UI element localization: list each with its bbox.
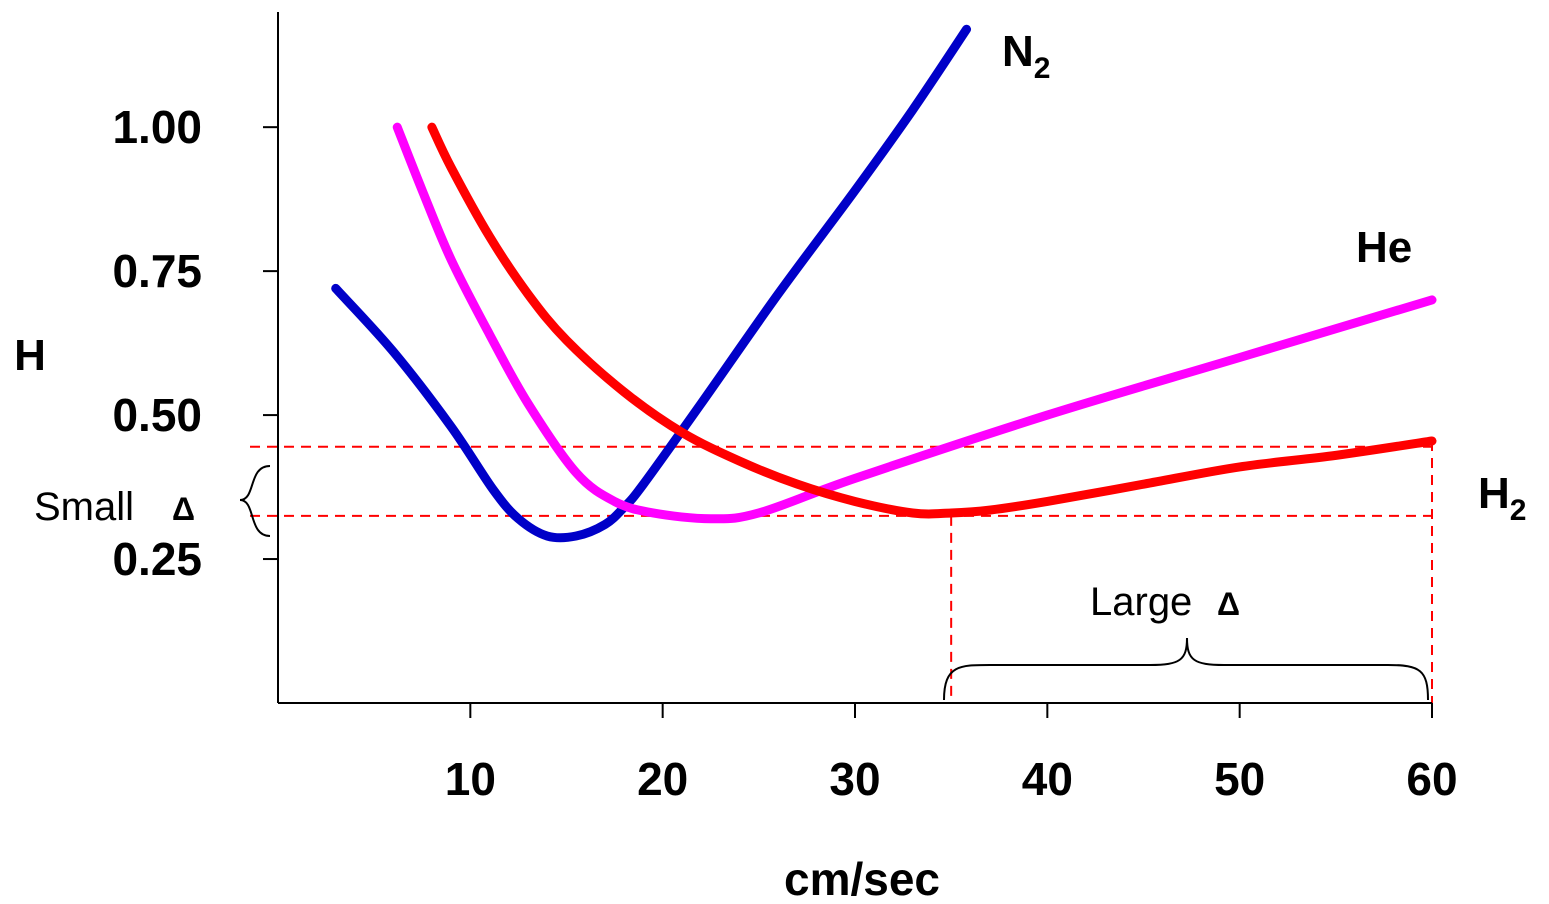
y-tick-label-1: 0.50: [112, 389, 202, 441]
x-tick-label-30: 30: [829, 753, 880, 805]
large-delta-brace: [943, 637, 1429, 701]
series-line-he: [392, 122, 1437, 524]
y-tick-label-2: 0.75: [112, 245, 202, 297]
series-line-h2: [427, 122, 1437, 519]
small-delta-label: Small: [34, 485, 134, 529]
series-label-he: He: [1356, 223, 1412, 272]
large-delta-symbol: Δ: [1217, 586, 1240, 622]
x-tick-label-20: 20: [637, 753, 688, 805]
small-delta-symbol: Δ: [172, 491, 195, 527]
y-tick-label-0: 0.25: [112, 533, 202, 585]
x-axis-label: cm/sec: [784, 853, 940, 904]
small-delta-brace: [239, 465, 271, 537]
x-tick-label-50: 50: [1214, 753, 1265, 805]
y-axis-label: H: [14, 331, 46, 380]
series-lines: [331, 24, 1437, 543]
series-line-n2: [331, 24, 972, 543]
y-tick-label-3: 1.00: [112, 101, 202, 153]
series-label-h2: H2: [1478, 469, 1526, 527]
large-delta-label: Large: [1090, 580, 1192, 624]
series-label-n2: N2: [1002, 27, 1050, 85]
y-ticks: 0.25 0.50 0.75 1.00: [112, 101, 278, 585]
x-tick-label-40: 40: [1022, 753, 1073, 805]
x-ticks: 10 20 30 40 50 60: [445, 703, 1458, 805]
x-tick-label-10: 10: [445, 753, 496, 805]
x-tick-label-60: 60: [1406, 753, 1457, 805]
